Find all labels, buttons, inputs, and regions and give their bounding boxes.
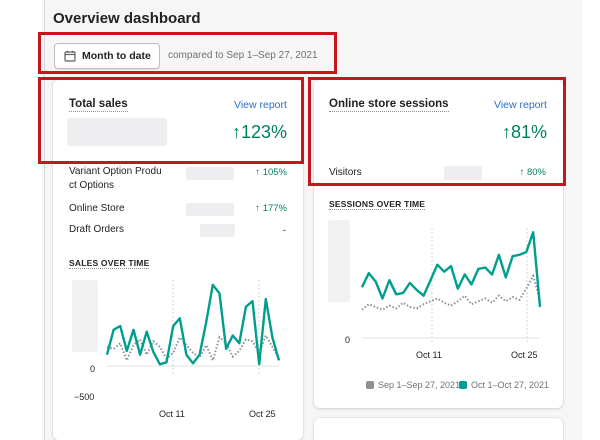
up-arrow-icon: ↑ — [231, 122, 241, 142]
date-range-label: Month to date — [82, 50, 151, 62]
total-sales-card: Total sales View report ↑123% Variant Op… — [53, 80, 303, 440]
sessions-over-time-chart — [360, 228, 542, 344]
breakdown-change: - — [282, 225, 286, 236]
breakdown-label: Draft Orders — [69, 224, 125, 235]
comparison-period: compared to Sep 1–Sep 27, 2021 — [168, 50, 318, 61]
visitors-amount-redacted — [444, 166, 482, 180]
total-sales-view-report-link[interactable]: View report — [234, 99, 287, 111]
calendar-icon — [64, 50, 76, 62]
breakdown-change: ↑ 177% — [255, 203, 287, 214]
up-arrow-icon: ↑ — [255, 203, 261, 214]
breakdown-amount-redacted — [186, 203, 234, 216]
breakdown-label: Online Store — [69, 203, 125, 214]
sessions-title: Online store sessions — [329, 98, 449, 112]
total-sales-change: ↑123% — [231, 122, 287, 142]
page-title: Overview dashboard — [53, 10, 201, 27]
legend-swatch-previous — [366, 381, 374, 389]
next-card — [314, 418, 563, 440]
sales-x-tick: Oct 25 — [249, 409, 276, 419]
breakdown-amount-redacted — [186, 167, 234, 180]
visitors-change: ↑ 80% — [519, 167, 546, 178]
legend-current-period: Oct 1–Oct 27, 2021 — [459, 380, 549, 390]
total-sales-title: Total sales — [69, 98, 128, 112]
sessions-x-tick: Oct 11 — [416, 350, 442, 360]
breakdown-amount-redacted — [200, 224, 235, 237]
sessions-view-report-link[interactable]: View report — [494, 99, 547, 111]
legend-previous-period: Sep 1–Sep 27, 2021 — [366, 380, 460, 390]
breakdown-change: ↑ 105% — [255, 167, 287, 178]
sessions-y-axis-redacted — [328, 220, 350, 302]
page-edge — [44, 0, 45, 440]
visitors-label: Visitors — [329, 167, 362, 178]
online-store-sessions-card: Online store sessions View report ↑81% V… — [314, 80, 563, 408]
series-line-current-period — [105, 283, 281, 366]
breakdown-label: Variant Option Produ ct Options — [69, 166, 162, 191]
sales-chart-title: SALES OVER TIME — [69, 258, 150, 269]
sessions-y-tick: 0 — [345, 335, 351, 345]
up-arrow-icon: ↑ — [501, 122, 511, 142]
total-sales-amount-redacted — [67, 118, 167, 146]
sessions-chart-title: SESSIONS OVER TIME — [329, 199, 426, 210]
sessions-change: ↑81% — [501, 122, 547, 142]
sales-over-time-chart — [105, 280, 281, 376]
sessions-x-tick: Oct 25 — [511, 350, 538, 360]
series-line-previous-period — [106, 333, 280, 364]
series-line-previous-period — [361, 273, 541, 311]
series-line-current-period — [360, 230, 542, 308]
sales-x-tick: Oct 11 — [159, 409, 185, 419]
legend-swatch-current — [459, 381, 467, 389]
sales-y-tick: 0 — [90, 364, 96, 374]
sales-y-tick: −500 — [74, 392, 95, 402]
up-arrow-icon: ↑ — [255, 167, 261, 178]
date-range-button[interactable]: Month to date — [54, 43, 160, 69]
up-arrow-icon: ↑ — [519, 167, 525, 178]
sales-y-axis-redacted — [72, 280, 98, 352]
